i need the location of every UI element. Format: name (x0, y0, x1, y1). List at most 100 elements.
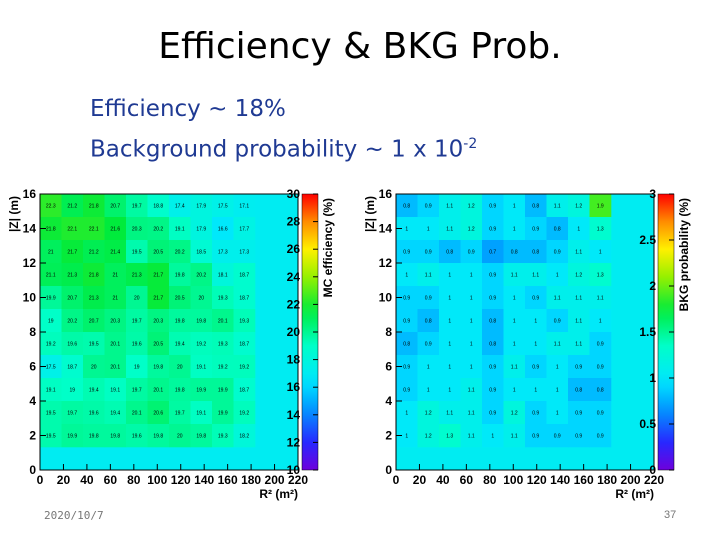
cell-label: 19.3 (239, 319, 249, 325)
heatmap-cell (233, 309, 256, 333)
cell-label: 0.8 (489, 319, 496, 325)
heatmap-cell (40, 378, 62, 402)
colorbar-tick-label: 28 (287, 215, 301, 229)
y-tick-label: 10 (23, 291, 37, 305)
cell-label: 0.9 (597, 365, 604, 371)
cell-label: 1 (556, 388, 559, 394)
y-tick-label: 8 (385, 325, 392, 339)
cell-label: 19.6 (89, 411, 99, 417)
heatmap-cell (439, 355, 461, 379)
heatmap-cell (190, 355, 213, 379)
cell-label: 1.1 (575, 342, 582, 348)
cell-label: 19.8 (175, 388, 185, 394)
heatmap-cell (83, 378, 105, 402)
cell-label: 0.9 (489, 411, 496, 417)
heatmap-cell (503, 355, 526, 379)
cell-label: 1 (599, 250, 602, 256)
cell-label: 0.9 (575, 365, 582, 371)
colorbar-tick-label: 20 (287, 325, 301, 339)
heatmap-cell (417, 309, 440, 333)
cell-label: 0.9 (597, 342, 604, 348)
cell-label: 1 (470, 296, 473, 302)
cell-label: 0.9 (489, 273, 496, 279)
cell-label: 1.2 (575, 273, 582, 279)
cell-label: 17.7 (239, 227, 249, 233)
cell-label: 1 (470, 319, 473, 325)
y-tick-label: 16 (379, 187, 393, 201)
y-tick-label: 16 (23, 187, 37, 201)
heatmap-cell (212, 286, 234, 310)
heatmap-cell (503, 217, 526, 241)
cell-label: 1 (427, 227, 430, 233)
heatmap-cell (147, 424, 170, 448)
cell-label: 1 (448, 273, 451, 279)
cell-label: 19.7 (132, 319, 142, 325)
cell-label: 0.9 (532, 227, 539, 233)
heatmap-cell (589, 378, 612, 402)
cell-label: 0.8 (532, 250, 539, 256)
heatmap-cell (190, 286, 213, 310)
heatmap-cell (417, 401, 440, 425)
cell-label: 1 (513, 319, 516, 325)
cell-label: 0.9 (532, 365, 539, 371)
cell-label: 20.7 (89, 319, 99, 325)
heatmap-cell (104, 401, 127, 425)
cell-label: 18.7 (67, 365, 77, 371)
cell-label: 1.1 (575, 296, 582, 302)
cell-label: 18.2 (239, 434, 249, 440)
heatmap-cell (126, 194, 148, 218)
y-tick-label: 6 (29, 360, 36, 374)
heatmap-cell (546, 309, 569, 333)
cell-label: 1 (448, 296, 451, 302)
heatmap-cell (568, 309, 590, 333)
heatmap-cell (439, 424, 461, 448)
cell-label: 21.6 (110, 227, 120, 233)
heatmap-cell (568, 263, 590, 287)
heatmap-cell (482, 424, 504, 448)
heatmap-cell (503, 309, 526, 333)
cell-label: 1 (534, 342, 537, 348)
cell-label: 0.8 (425, 319, 432, 325)
cell-label: 1.3 (597, 227, 604, 233)
heatmap-cell (83, 355, 105, 379)
cell-label: 1 (513, 296, 516, 302)
cell-label: 22.1 (89, 227, 99, 233)
cell-label: 19.9 (67, 434, 77, 440)
cell-label: 20.1 (153, 388, 163, 394)
heatmap-cell (589, 240, 612, 264)
cell-label: 20 (177, 365, 183, 371)
heatmap-cell (212, 355, 234, 379)
heatmap-cell (104, 424, 127, 448)
heatmap-cell (482, 194, 504, 218)
cell-label: 21.3 (89, 296, 99, 302)
heatmap-cell (104, 286, 127, 310)
cell-label: 19.8 (89, 434, 99, 440)
cell-label: 19.7 (175, 411, 185, 417)
cell-label: 19.7 (132, 388, 142, 394)
heatmap-cell (190, 424, 213, 448)
cell-label: 0.9 (489, 296, 496, 302)
colorbar-tick-label: 24 (287, 270, 301, 284)
heatmap-cell (190, 309, 213, 333)
heatmap-cell (460, 286, 483, 310)
cell-label: 0.9 (554, 434, 561, 440)
heatmap-cell (396, 355, 418, 379)
cell-label: 0.9 (489, 365, 496, 371)
heatmap-cell (546, 401, 569, 425)
cell-label: 21.1 (46, 273, 56, 279)
cell-label: 19.5 (89, 342, 99, 348)
heatmap-cell (61, 194, 84, 218)
heatmap-cell (396, 424, 418, 448)
heatmap-cell (589, 332, 612, 356)
cell-label: 0.9 (425, 250, 432, 256)
cell-label: 21.8 (46, 227, 56, 233)
cell-label: 19.7 (67, 411, 77, 417)
heatmap-cell (503, 401, 526, 425)
heatmap-cell (589, 424, 612, 448)
heatmap-cell (169, 355, 191, 379)
cell-label: 1 (491, 434, 494, 440)
heatmap-cell (212, 240, 234, 264)
x-tick-label: 140 (194, 473, 214, 487)
heatmap-cell (439, 194, 461, 218)
heatmap-cell (396, 378, 418, 402)
